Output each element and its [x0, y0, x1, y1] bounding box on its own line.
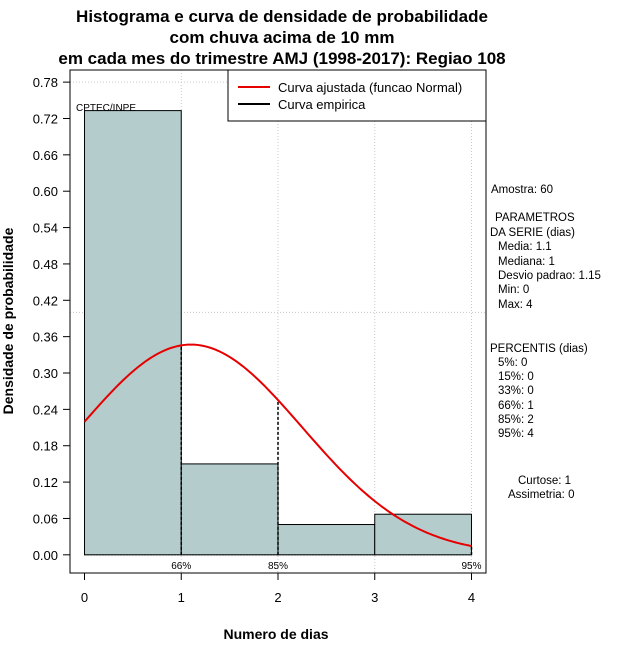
x-tick-label-2: 2	[274, 590, 281, 605]
kurtosis: Curtose: 1	[518, 475, 571, 487]
y-tick-label-6: 0.36	[33, 330, 58, 345]
percentile-33: 33%: 0	[498, 385, 534, 397]
bar-1	[180, 463, 279, 556]
percentile-label-1: 85%	[268, 561, 288, 572]
histogram-bars	[84, 110, 472, 556]
sample-size: Amostra: 60	[491, 184, 553, 196]
param-max: Max: 4	[498, 299, 533, 311]
percentiles-title: PERCENTIS (dias)	[490, 343, 588, 355]
y-tick-label-8: 0.48	[33, 257, 58, 272]
param-min: Min: 0	[498, 284, 529, 296]
y-tick-label-3: 0.18	[33, 439, 58, 454]
y-axis-label: Densidade de probabilidade	[0, 227, 16, 414]
legend-box	[227, 69, 487, 122]
percentile-85: 85%: 2	[498, 414, 534, 426]
param-mean: Media: 1.1	[498, 241, 552, 253]
skewness: Assimetria: 0	[508, 489, 574, 501]
percentile-95: 95%: 4	[498, 428, 534, 440]
title-line-1: Histograma e curva de densidade de proba…	[76, 7, 488, 26]
legend-label-normal: Curva ajustada (funcao Normal)	[278, 80, 462, 95]
y-tick-label-1: 0.06	[33, 511, 58, 526]
params-title-2: DA SERIE (dias)	[490, 227, 575, 239]
x-tick-label-3: 3	[371, 590, 378, 605]
percentile-label-0: 66%	[171, 561, 191, 572]
param-stddev: Desvio padrao: 1.15	[498, 270, 601, 282]
chart-title: Histograma e curva de densidade de proba…	[58, 7, 505, 68]
y-tick-label-11: 0.66	[33, 148, 58, 163]
y-tick-label-0: 0.00	[33, 548, 58, 563]
params-title-1: PARAMETROS	[495, 212, 575, 224]
bar-0	[84, 110, 182, 556]
bar-3	[374, 513, 472, 556]
percentile-label-2: 95%	[461, 561, 481, 572]
normal-curve	[83, 343, 472, 548]
x-tick-label-1: 1	[178, 590, 185, 605]
x-tick-label-0: 0	[81, 590, 88, 605]
y-tick-label-12: 0.72	[33, 111, 58, 126]
param-median: Mediana: 1	[498, 256, 555, 268]
y-axis: 0.00 0.06 0.12 0.18 0.24 0.30 0.36 0.42 0.48 0.54…	[33, 75, 71, 563]
stats-panel: Amostra: 60 PARAMETROS DA SERIE (dias) M…	[490, 184, 601, 501]
bar-2	[277, 524, 376, 556]
x-tick-label-4: 4	[468, 590, 475, 605]
title-line-3: em cada mes do trimestre AMJ (1998-2017)…	[58, 49, 505, 68]
percentile-5: 5%: 0	[498, 357, 527, 369]
y-tick-label-7: 0.42	[33, 293, 58, 308]
source-label: CPTEC/INPE	[76, 103, 136, 114]
x-axis: 0 1 2 3 4	[81, 572, 475, 605]
y-tick-label-13: 0.78	[33, 75, 58, 90]
y-tick-label-10: 0.60	[33, 184, 58, 199]
percentile-66: 66%: 1	[498, 400, 534, 412]
y-tick-label-2: 0.12	[33, 475, 58, 490]
y-tick-label-4: 0.24	[33, 402, 58, 417]
legend-label-empirical: Curva empirica	[278, 97, 366, 112]
percentile-lines: 66% 85% 95%	[84, 345, 482, 572]
y-tick-label-9: 0.54	[33, 221, 58, 236]
legend: Curva ajustada (funcao Normal) Curva emp…	[227, 69, 487, 122]
percentile-15: 15%: 0	[498, 371, 534, 383]
x-axis-label: Numero de dias	[223, 626, 328, 642]
y-tick-label-5: 0.30	[33, 366, 58, 381]
title-line-2: com chuva acima de 10 mm	[170, 28, 395, 47]
